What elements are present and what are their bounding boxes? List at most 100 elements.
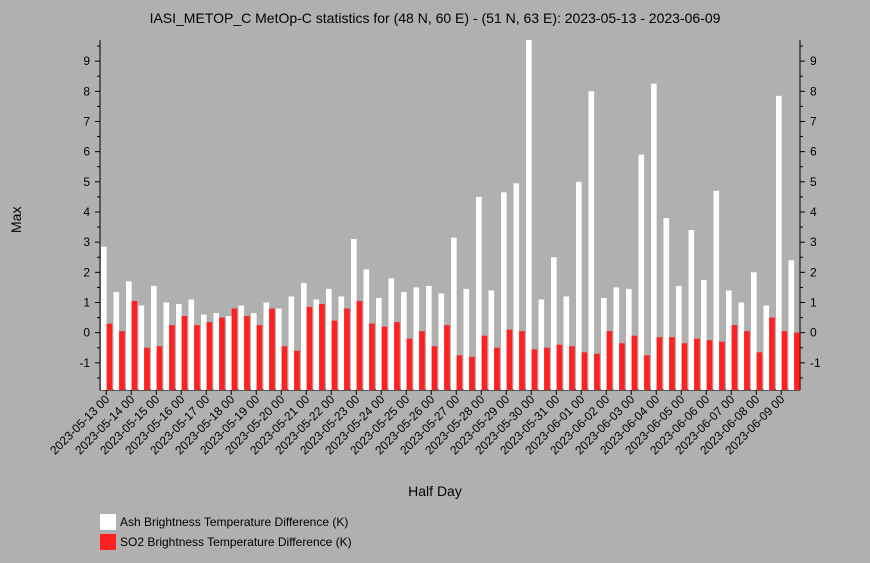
so2-bar [519,331,525,390]
so2-bar [194,325,200,390]
ash-bar [488,290,495,390]
so2-bar [594,353,600,390]
ash-bar [338,296,345,390]
y-tick-label-right: 9 [810,54,817,68]
y-tick-label-left: 6 [83,145,90,159]
y-tick-label-left: 3 [83,235,90,249]
ash-bar [676,285,682,390]
so2-bar [456,355,463,390]
y-tick-label-right: 4 [810,205,817,219]
ash-bar [451,237,457,390]
so2-bar [631,335,638,390]
legend-label-so2: SO2 Brightness Temperature Difference (K… [120,535,352,549]
so2-bar [256,325,263,390]
so2-bar [306,307,313,390]
ash-bar [613,287,620,390]
so2-bar [756,352,763,390]
y-tick-label-left: 8 [83,84,90,98]
ash-bar [276,308,282,390]
so2-bar [769,317,775,390]
ash-bar [526,40,532,390]
ash-bar [163,302,170,390]
ash-bar [238,305,245,390]
so2-bar [619,343,625,390]
so2-bar [144,347,150,390]
so2-bar [169,325,175,390]
ash-bar [188,299,195,390]
ash-bar [513,183,520,390]
so2-bar [581,352,588,390]
so2-bar [244,316,250,390]
ash-bar [126,281,132,390]
ash-bar [738,302,745,390]
x-axis-label: Half Day [408,483,462,499]
so2-bar [294,350,300,390]
y-tick-label-left: 0 [83,326,90,340]
y-tick-label-left: -1 [79,356,90,370]
legend: Ash Brightness Temperature Difference (K… [100,512,352,552]
ash-bar [651,83,657,390]
legend-item-ash: Ash Brightness Temperature Difference (K… [100,512,352,532]
y-tick-label-left: 1 [83,296,90,310]
so2-bar [494,347,500,390]
legend-swatch-ash [100,514,116,530]
ash-bar [751,272,757,390]
y-tick-label-left: 5 [83,175,90,189]
so2-bar [369,323,375,390]
so2-bar [681,343,688,390]
so2-bar [569,346,575,390]
ash-bar [626,288,632,390]
so2-bar [269,308,275,390]
so2-bar [319,304,325,390]
y-tick-label-right: 5 [810,175,817,189]
so2-bar [506,329,513,390]
ash-bar [688,230,695,390]
ash-bar [438,293,445,390]
ash-bar [538,299,545,390]
ash-bar [588,91,595,391]
so2-bar [719,341,725,390]
so2-bar [794,332,800,390]
y-tick-label-right: 7 [810,114,817,128]
so2-bar [331,320,338,390]
so2-bar [444,325,450,390]
ash-bar [576,181,582,390]
ash-bar [701,279,707,390]
legend-swatch-so2 [100,534,116,550]
ash-bar [151,285,157,390]
legend-label-ash: Ash Brightness Temperature Difference (K… [120,515,349,529]
so2-bar [669,337,675,390]
ash-bar [251,313,257,390]
so2-bar [344,308,350,390]
ash-bar [263,302,270,390]
ash-bar [551,257,557,390]
ash-bar [501,192,507,390]
ash-bar [463,288,470,390]
y-tick-label-right: 0 [810,326,817,340]
so2-bar [706,340,713,390]
so2-bar [419,331,425,390]
ash-bar [113,291,120,390]
ash-bar [363,269,370,390]
so2-bar [119,331,125,390]
y-tick-label-right: 8 [810,84,817,98]
so2-bar [544,347,550,390]
ash-bar [638,154,645,390]
y-tick-label-right: -1 [810,356,821,370]
y-tick-label-left: 2 [83,265,90,279]
so2-bar [481,335,488,390]
y-tick-label-left: 7 [83,114,90,128]
so2-bar [556,344,563,390]
y-tick-label-right: 6 [810,145,817,159]
so2-bar [744,331,750,390]
ash-bar [388,278,395,390]
ash-bar [301,282,307,390]
so2-bar [156,346,163,390]
y-tick-label-left: 4 [83,205,90,219]
so2-bar [281,346,288,390]
ash-bar [476,196,482,390]
so2-bar [606,331,613,390]
so2-bar [531,349,538,390]
ash-bar [663,218,670,390]
